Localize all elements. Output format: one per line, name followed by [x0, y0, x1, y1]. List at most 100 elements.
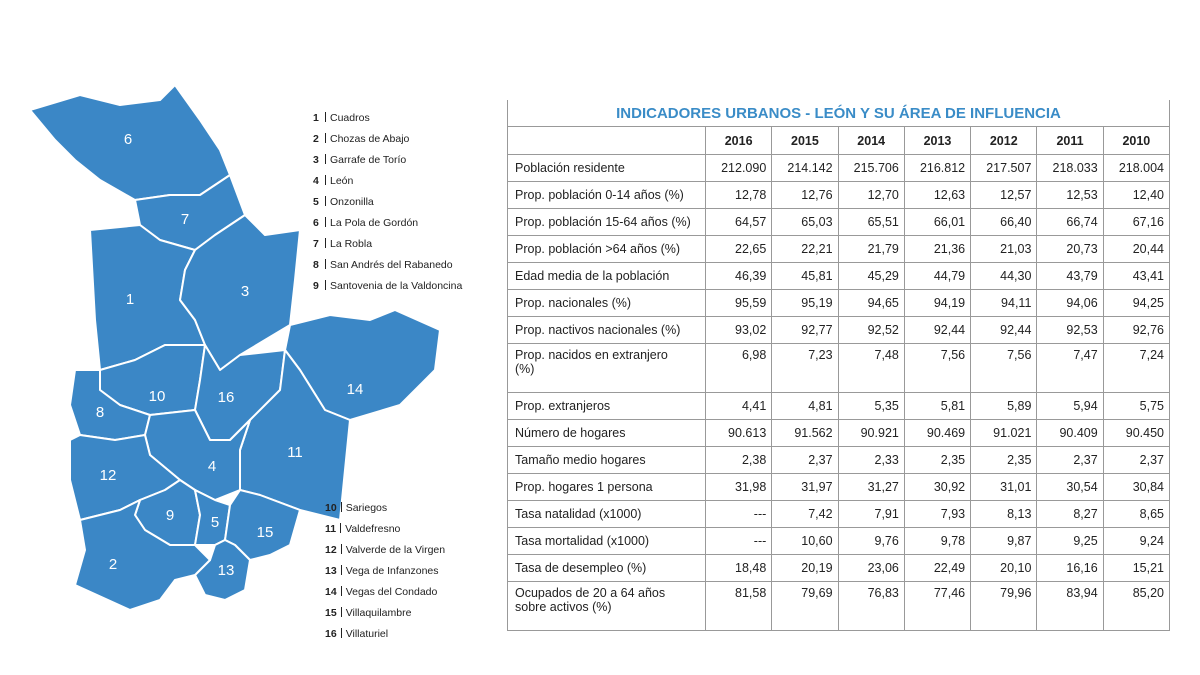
cell: 31,01	[970, 473, 1038, 501]
cell: 9,87	[970, 527, 1038, 555]
legend-number: 4	[313, 175, 319, 187]
row-label-text: Edad media de la población	[515, 269, 670, 283]
cell: 8,13	[970, 500, 1038, 528]
cell: 79,69	[771, 581, 839, 631]
legend-name: Valverde de la Virgen	[345, 544, 446, 556]
cell: 5,81	[903, 392, 972, 420]
row-label: Prop. nactivos nacionales (%)	[507, 316, 706, 344]
table-row: Prop. extranjeros 4,41 4,81 5,35 5,81 5,89 5,9…	[507, 392, 1171, 420]
cell: 12,63	[903, 181, 972, 209]
cell: 4,81	[771, 392, 839, 420]
legend-name: La Robla	[330, 238, 373, 250]
region-number: 2	[109, 556, 117, 573]
year-header: 2012	[970, 126, 1038, 155]
cell: 5,35	[837, 392, 905, 420]
region-number: 12	[100, 467, 117, 484]
cell: 31,27	[837, 473, 905, 501]
table-row: Prop. nacionales (%) 95,59 95,19 94,65 94,19…	[507, 289, 1171, 317]
cell: 90.409	[1036, 419, 1104, 447]
cell: 91.021	[970, 419, 1038, 447]
cell: 94,65	[837, 289, 905, 317]
cell: 214.142	[771, 154, 839, 182]
cell: 77,46	[903, 581, 972, 631]
legend-name: Vegas del Condado	[345, 586, 438, 598]
cell: 21,03	[970, 235, 1038, 263]
cell: 66,40	[970, 208, 1038, 236]
cell: 92,44	[903, 316, 972, 344]
cell: 16,16	[1036, 554, 1104, 582]
legend-number: 5	[313, 196, 319, 208]
cell: 64,57	[704, 208, 773, 236]
row-label-text: Prop. población 0-14 años (%)	[515, 188, 684, 202]
table-row: Número de hogares 90.613 91.562 90.921 90.46…	[507, 419, 1171, 447]
cell: 92,53	[1036, 316, 1104, 344]
row-label-text: Población residente	[515, 161, 625, 175]
region-number: 1	[126, 291, 134, 308]
legend-number: 9	[313, 280, 319, 292]
region-number: 10	[149, 388, 166, 405]
cell: 7,47	[1036, 343, 1104, 393]
legend-number: 14	[325, 586, 337, 598]
row-label: Prop. población >64 años (%)	[507, 235, 706, 263]
cell: 85,20	[1102, 581, 1171, 631]
region-number: 4	[208, 458, 216, 475]
separator	[325, 196, 326, 206]
cell: 81,58	[704, 581, 773, 631]
legend-number: 8	[313, 259, 319, 271]
cell: 22,21	[771, 235, 839, 263]
cell: 2,37	[771, 446, 839, 474]
cell: 12,40	[1102, 181, 1171, 209]
cell: 12,57	[970, 181, 1038, 209]
cell: 92,52	[837, 316, 905, 344]
legend-name: San Andrés del Rabanedo	[330, 259, 453, 271]
year-header: 2013	[903, 126, 972, 155]
legend-item: 16 Villaturiel	[325, 624, 445, 645]
cell: 90.469	[903, 419, 972, 447]
row-label-text: Tasa de desempleo (%)	[515, 561, 647, 575]
legend: 1 Cuadros 2 Chozas de Abajo 3 Garrafe de Torí…	[313, 108, 462, 297]
row-label: Población residente	[507, 154, 706, 182]
legend-name: Cuadros	[330, 112, 370, 124]
year-header: 2016	[704, 126, 773, 155]
cell: 76,83	[837, 581, 905, 631]
legend-item: 11 Valdefresno	[325, 519, 445, 540]
legend-item: 12 Valverde de la Virgen	[325, 540, 445, 561]
cell: 30,54	[1036, 473, 1104, 501]
cell: 94,19	[903, 289, 972, 317]
row-label-text: Número de hogares	[515, 426, 626, 440]
cell: 9,24	[1102, 527, 1171, 555]
table-row: Edad media de la población 46,39 45,81 45,2…	[507, 262, 1171, 290]
row-label: Ocupados de 20 a 64 años sobre activos (…	[507, 581, 706, 631]
legend-item: 13 Vega de Infanzones	[325, 561, 445, 582]
cell: 95,19	[771, 289, 839, 317]
separator	[340, 565, 342, 575]
cell: 2,33	[837, 446, 905, 474]
legend-number: 1	[313, 112, 319, 124]
cell: 94,25	[1102, 289, 1171, 317]
cell: 22,65	[704, 235, 773, 263]
cell: 92,44	[970, 316, 1038, 344]
cell: 12,53	[1036, 181, 1104, 209]
legend-number: 15	[325, 607, 337, 619]
cell: 7,23	[771, 343, 839, 393]
cell: 7,48	[837, 343, 905, 393]
cell: 215.706	[837, 154, 905, 182]
cell: 31,98	[704, 473, 773, 501]
cell: 92,76	[1102, 316, 1171, 344]
row-label: Prop. hogares 1 persona	[507, 473, 706, 501]
legend-name: La Pola de Gordón	[330, 217, 419, 229]
legend-name: Villaquilambre	[345, 607, 412, 619]
legend-item: 9 Santovenia de la Valdoncina	[313, 276, 462, 297]
cell: 21,36	[903, 235, 972, 263]
cell: 217.507	[970, 154, 1038, 182]
legend-item: 14 Vegas del Condado	[325, 582, 445, 603]
separator	[340, 523, 342, 533]
cell: 218.033	[1036, 154, 1104, 182]
table-row: Tamaño medio hogares 2,38 2,37 2,33 2,35 2,35…	[507, 446, 1171, 474]
separator	[325, 280, 326, 290]
table-row: Prop. hogares 1 persona 31,98 31,97 31,27 30…	[507, 473, 1171, 501]
cell: 44,30	[970, 262, 1038, 290]
separator	[340, 544, 342, 554]
legend-number: 11	[325, 523, 337, 535]
